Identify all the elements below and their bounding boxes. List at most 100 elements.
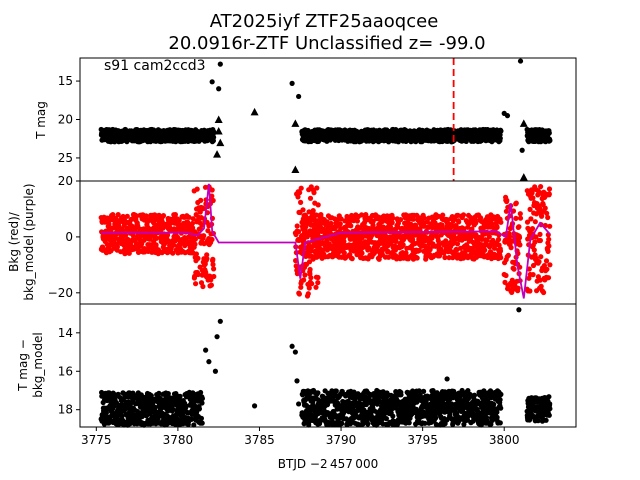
data-point — [176, 217, 182, 223]
upper-limit-marker — [291, 165, 300, 173]
data-point — [310, 208, 316, 214]
data-point — [341, 238, 347, 244]
data-point — [153, 242, 159, 248]
data-point — [440, 212, 446, 218]
data-point — [524, 219, 531, 225]
data-point — [491, 245, 498, 251]
data-point — [314, 230, 320, 236]
data-point — [406, 420, 412, 426]
data-point — [211, 266, 217, 272]
data-point — [298, 284, 304, 290]
data-point — [156, 390, 162, 396]
data-point — [217, 61, 223, 67]
data-point — [517, 242, 523, 248]
data-point — [315, 390, 321, 396]
data-point — [390, 413, 396, 419]
data-point — [315, 202, 321, 208]
data-point — [211, 134, 217, 140]
data-point — [547, 262, 553, 268]
data-point — [183, 403, 189, 409]
data-point — [442, 254, 448, 261]
data-point — [509, 289, 515, 295]
data-point — [211, 129, 217, 135]
data-point — [306, 285, 312, 291]
data-point — [171, 242, 177, 248]
data-point — [471, 392, 478, 398]
data-point — [289, 80, 295, 86]
data-point — [211, 273, 217, 280]
axes-frame — [79, 57, 577, 182]
data-point — [339, 388, 345, 395]
data-point — [498, 219, 504, 225]
data-point — [314, 254, 320, 260]
data-point — [414, 255, 420, 261]
data-point — [519, 147, 525, 153]
data-point — [497, 248, 504, 254]
data-point — [456, 219, 462, 225]
data-point — [498, 128, 504, 134]
data-point — [143, 213, 149, 219]
data-point — [204, 256, 210, 262]
data-point — [516, 235, 523, 241]
data-point — [205, 228, 211, 234]
data-point — [527, 288, 533, 294]
data-point — [295, 194, 301, 200]
data-point — [189, 220, 195, 227]
data-point — [529, 226, 536, 232]
data-point — [193, 281, 199, 287]
data-point — [198, 197, 204, 203]
data-point — [119, 413, 125, 419]
data-point — [503, 272, 509, 279]
data-point — [209, 187, 215, 193]
data-point — [501, 110, 507, 116]
data-point — [508, 245, 514, 251]
data-point — [296, 237, 302, 243]
data-point — [422, 420, 428, 426]
data-point — [545, 214, 551, 221]
data-point — [210, 261, 216, 268]
data-point — [536, 259, 542, 265]
data-point — [150, 400, 156, 407]
data-point — [165, 232, 171, 238]
data-point — [494, 224, 500, 230]
data-point — [172, 212, 178, 218]
data-point — [189, 416, 195, 422]
data-point — [177, 393, 183, 399]
data-point — [204, 252, 210, 258]
upper-limit-marker — [291, 119, 300, 127]
data-point — [198, 415, 204, 421]
data-point — [328, 220, 334, 227]
data-point — [203, 269, 209, 275]
data-point — [528, 216, 534, 222]
data-point — [114, 244, 120, 250]
data-point — [313, 212, 319, 218]
data-point — [545, 275, 552, 281]
data-point — [421, 215, 427, 221]
data-point — [427, 247, 433, 253]
data-point — [537, 231, 543, 237]
data-point — [199, 400, 205, 406]
upper-limit-marker — [213, 150, 222, 158]
data-point — [170, 250, 176, 256]
data-point — [170, 406, 176, 412]
data-point — [542, 205, 548, 211]
data-point — [191, 422, 197, 428]
data-point — [315, 280, 321, 286]
data-point — [124, 213, 130, 219]
data-point — [120, 227, 126, 233]
data-point — [123, 232, 129, 238]
upper-limit-marker — [519, 119, 528, 127]
data-point — [490, 237, 496, 243]
series-2-0 — [98, 387, 553, 428]
data-point — [416, 388, 422, 394]
data-point — [513, 215, 519, 221]
data-point — [190, 225, 196, 231]
data-point — [530, 195, 536, 201]
data-point — [403, 250, 409, 256]
data-point — [315, 274, 321, 281]
data-point — [309, 281, 315, 287]
data-point — [349, 256, 355, 262]
